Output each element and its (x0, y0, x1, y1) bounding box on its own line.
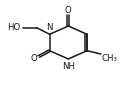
Text: CH₃: CH₃ (102, 54, 118, 63)
Text: O: O (31, 54, 37, 63)
Text: O: O (65, 6, 72, 15)
Text: N: N (46, 23, 52, 32)
Text: NH: NH (62, 62, 75, 71)
Text: HO: HO (7, 23, 21, 32)
